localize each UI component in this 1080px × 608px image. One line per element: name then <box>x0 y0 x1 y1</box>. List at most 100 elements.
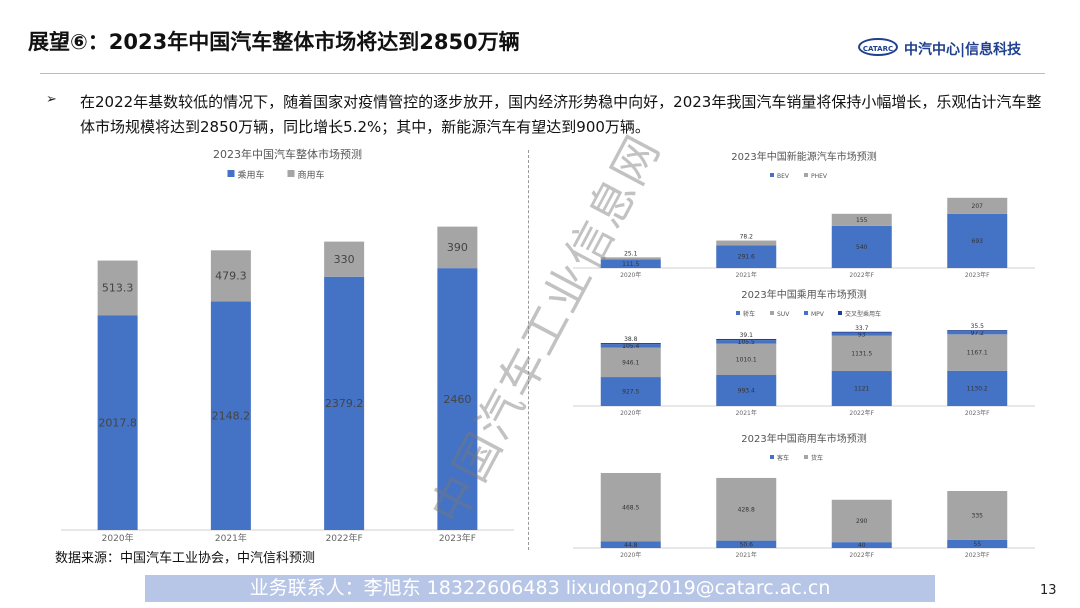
data-label: 1010.1 <box>736 356 757 363</box>
bar-PHEV-2021年 <box>716 240 777 246</box>
data-label: 78.2 <box>740 234 754 241</box>
bar-交叉型乘用车-2020年 <box>600 343 661 345</box>
bar-货车-2023年F <box>947 491 1008 540</box>
legend-swatch <box>227 170 235 177</box>
data-label: 2379.2 <box>325 397 364 410</box>
title-divider <box>40 73 1045 74</box>
legend-label: 商用车 <box>298 169 325 181</box>
data-label: 55 <box>973 541 981 548</box>
data-label: 35.5 <box>971 323 985 330</box>
legend-item: BEV <box>770 173 790 180</box>
bar-BEV-2021年 <box>716 245 777 268</box>
data-label: 105.5 <box>738 339 755 346</box>
category-label: 2020年 <box>620 551 641 559</box>
legend-item: 客车 <box>770 454 789 462</box>
legend-swatch <box>770 455 774 459</box>
logo-text: 中汽中心|信息科技 <box>904 42 1022 58</box>
data-label: 540 <box>856 244 868 251</box>
bar-货车-2022年F <box>831 499 892 543</box>
data-label: 33.7 <box>855 325 869 332</box>
bar-MPV-2021年 <box>716 340 777 344</box>
data-label: 513.3 <box>102 282 134 295</box>
bar-PHEV-2023年F <box>947 197 1008 214</box>
legend-swatch <box>770 311 774 315</box>
data-label: 2017.8 <box>98 416 137 429</box>
bar-乘用车-2021年 <box>210 301 251 530</box>
data-source: 数据来源：中国汽车工业协会，中汽信科预测 <box>55 551 316 566</box>
legend-label: 客车 <box>777 454 789 462</box>
category-label: 2021年 <box>736 409 757 417</box>
legend-item: 乘用车 <box>227 169 265 181</box>
legend-label: MPV <box>811 311 825 318</box>
legend-label: 交叉型乘用车 <box>845 310 881 318</box>
bar-商用车-2023年F <box>437 226 478 269</box>
contact-banner: 业务联系人：李旭东 18322606483 lixudong2019@catar… <box>145 575 935 602</box>
legend-swatch <box>736 311 740 315</box>
legend-item: 商用车 <box>287 169 325 181</box>
chart-divider <box>528 150 529 550</box>
data-label: 111.5 <box>622 261 639 268</box>
legend-label: BEV <box>777 173 790 180</box>
bar-BEV-2022年F <box>831 225 892 268</box>
bar-货车-2020年 <box>600 472 661 542</box>
data-label: 335 <box>972 513 984 520</box>
bullet-arrow-icon: ➢ <box>46 92 57 107</box>
data-label: 946.1 <box>622 359 639 366</box>
legend-item: MPV <box>804 311 825 318</box>
data-label: 1130.2 <box>967 385 988 392</box>
legend-label: 轿车 <box>743 310 755 318</box>
category-label: 2023年F <box>965 409 990 417</box>
data-label: 25.1 <box>624 250 638 257</box>
data-label: 2460 <box>443 393 471 406</box>
legend-label: 乘用车 <box>238 169 265 181</box>
category-label: 2021年 <box>736 271 757 279</box>
bar-SUV-2021年 <box>716 343 777 376</box>
bar-商用车-2022年F <box>324 241 365 277</box>
category-label: 2021年 <box>215 532 247 544</box>
chart-title: 2023年中国汽车整体市场预测 <box>213 147 362 161</box>
data-label: 1167.1 <box>967 350 988 357</box>
legend-item: 交叉型乘用车 <box>838 310 881 318</box>
data-label: 1121 <box>854 386 869 393</box>
bar-SUV-2022年F <box>831 335 892 372</box>
category-label: 2023年F <box>965 551 990 559</box>
bar-交叉型乘用车-2023年F <box>947 330 1008 332</box>
data-label: 468.5 <box>622 504 639 511</box>
summary-text: 在2022年基数较低的情况下，随着国家对疫情管控的逐步放开，国内经济形势稳中向好… <box>80 93 1042 136</box>
data-label: 97.2 <box>971 330 985 337</box>
bar-客车-2021年 <box>716 540 777 548</box>
bar-轿车-2022年F <box>831 371 892 406</box>
data-label: 39.1 <box>740 332 754 339</box>
legend-swatch <box>287 170 295 177</box>
legend-swatch <box>804 173 808 177</box>
data-label: 105.4 <box>622 343 639 350</box>
chart-title: 2023年中国新能源汽车市场预测 <box>731 150 876 163</box>
bar-MPV-2023年F <box>947 331 1008 335</box>
bar-轿车-2023年F <box>947 370 1008 406</box>
bar-SUV-2020年 <box>600 347 661 378</box>
bar-SUV-2023年F <box>947 334 1008 371</box>
data-label: 693 <box>972 238 984 245</box>
bar-MPV-2020年 <box>600 344 661 348</box>
chart-title: 2023年中国乘用车市场预测 <box>741 288 866 301</box>
legend-swatch <box>804 455 808 459</box>
page-number: 13 <box>1040 583 1057 598</box>
bar-BEV-2020年 <box>600 259 661 268</box>
bar-货车-2021年 <box>716 477 777 541</box>
bar-交叉型乘用车-2022年F <box>831 331 892 333</box>
legend-label: 货车 <box>811 454 823 462</box>
legend-item: PHEV <box>804 173 828 180</box>
page-title: 展望⑥：2023年中国汽车整体市场将达到2850万辆 <box>28 30 520 54</box>
data-label: 40 <box>858 542 866 549</box>
legend-swatch <box>770 173 774 177</box>
category-label: 2023年F <box>439 532 476 544</box>
category-label: 2022年F <box>849 551 874 559</box>
legend-item: SUV <box>770 311 790 318</box>
data-label: 927.5 <box>622 389 639 396</box>
data-label: 479.3 <box>215 270 247 283</box>
bar-BEV-2023年F <box>947 213 1008 268</box>
data-label: 428.8 <box>738 506 755 513</box>
